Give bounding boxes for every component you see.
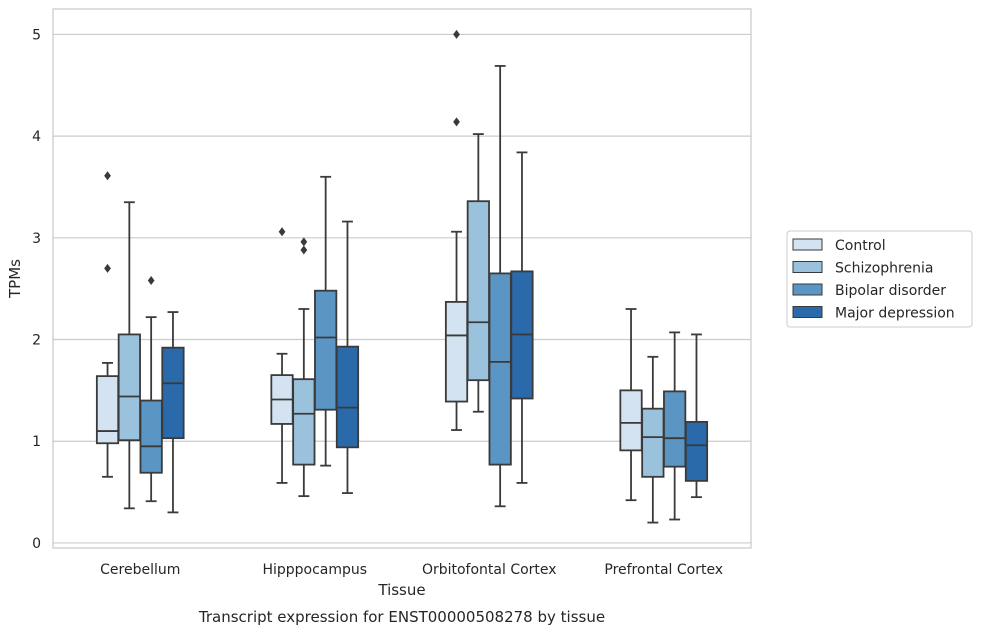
y-tick-label: 1 [32, 434, 41, 450]
chart-caption: Transcript expression for ENST0000050827… [198, 608, 605, 626]
outlier-point [300, 245, 308, 255]
box-control-1 [270, 227, 294, 484]
legend-label: Control [835, 238, 886, 254]
legend-frame [786, 230, 973, 328]
plot-frame [52, 8, 752, 549]
box-schizophrenia-2 [466, 133, 490, 413]
box-bipolar-disorder-3 [663, 331, 687, 521]
legend-swatch [792, 306, 823, 318]
x-axis-ticks: Cerebellum Hipppocampus Orbitofontal Corte… [100, 562, 723, 578]
box-major-depression-2 [510, 151, 534, 484]
x-tick-label: Prefrontal Cortex [604, 562, 723, 578]
x-tick-label: Cerebellum [100, 562, 180, 578]
box-iqr [95, 375, 120, 445]
y-tick-label: 2 [32, 333, 41, 349]
x-axis-label: Tissue [377, 581, 425, 599]
grid-lines [53, 33, 751, 544]
box-control-3 [619, 308, 643, 502]
box-major-depression-0 [161, 311, 185, 514]
legend-label: Major depression [835, 306, 955, 322]
box-schizophrenia-0 [117, 201, 141, 510]
x-tick-label: Orbitofontal Cortex [422, 562, 557, 578]
legend-swatch [792, 238, 823, 251]
box-iqr [619, 389, 643, 452]
outlier-point [453, 29, 460, 39]
box-schizophrenia-3 [641, 355, 665, 524]
box-bipolar-disorder-2 [488, 65, 512, 508]
box-major-depression-3 [684, 333, 709, 499]
box-iqr [684, 420, 709, 482]
legend-swatch [792, 283, 823, 296]
y-axis-ticks: 0 1 2 3 4 5 [32, 27, 41, 551]
outlier-point [453, 117, 460, 127]
box-iqr [444, 300, 469, 403]
y-tick-label: 0 [32, 536, 41, 552]
box-iqr [139, 399, 163, 474]
box-iqr [488, 272, 512, 466]
outlier-point [104, 263, 111, 273]
legend-label: Schizophrenia [835, 261, 933, 277]
box-bipolar-disorder-1 [314, 175, 338, 467]
y-axis-label: TPMs [6, 259, 24, 299]
box-iqr [663, 390, 687, 468]
box-iqr [292, 378, 316, 466]
box-groups [95, 29, 709, 524]
y-tick-label: 5 [32, 27, 41, 43]
outlier-point [104, 171, 111, 181]
legend-swatch [792, 261, 823, 273]
y-tick-label: 4 [32, 129, 41, 145]
legend: Control Schizophrenia Bipolar disorder Majo… [786, 230, 973, 328]
box-iqr [335, 345, 360, 449]
legend-label: Bipolar disorder [835, 283, 946, 299]
box-iqr [117, 333, 141, 442]
box-control-0 [95, 171, 120, 478]
outlier-point [278, 227, 286, 237]
box-control-2 [444, 29, 469, 431]
box-iqr [466, 200, 490, 382]
box-iqr [161, 346, 185, 440]
y-tick-label: 3 [32, 231, 41, 247]
box-iqr [314, 289, 338, 411]
outlier-point [300, 237, 308, 247]
box-iqr [641, 407, 665, 478]
outlier-point [147, 276, 155, 286]
box-schizophrenia-1 [292, 237, 316, 498]
box-bipolar-disorder-0 [139, 276, 163, 503]
x-tick-label: Hipppocampus [262, 562, 367, 578]
box-major-depression-1 [335, 220, 360, 494]
